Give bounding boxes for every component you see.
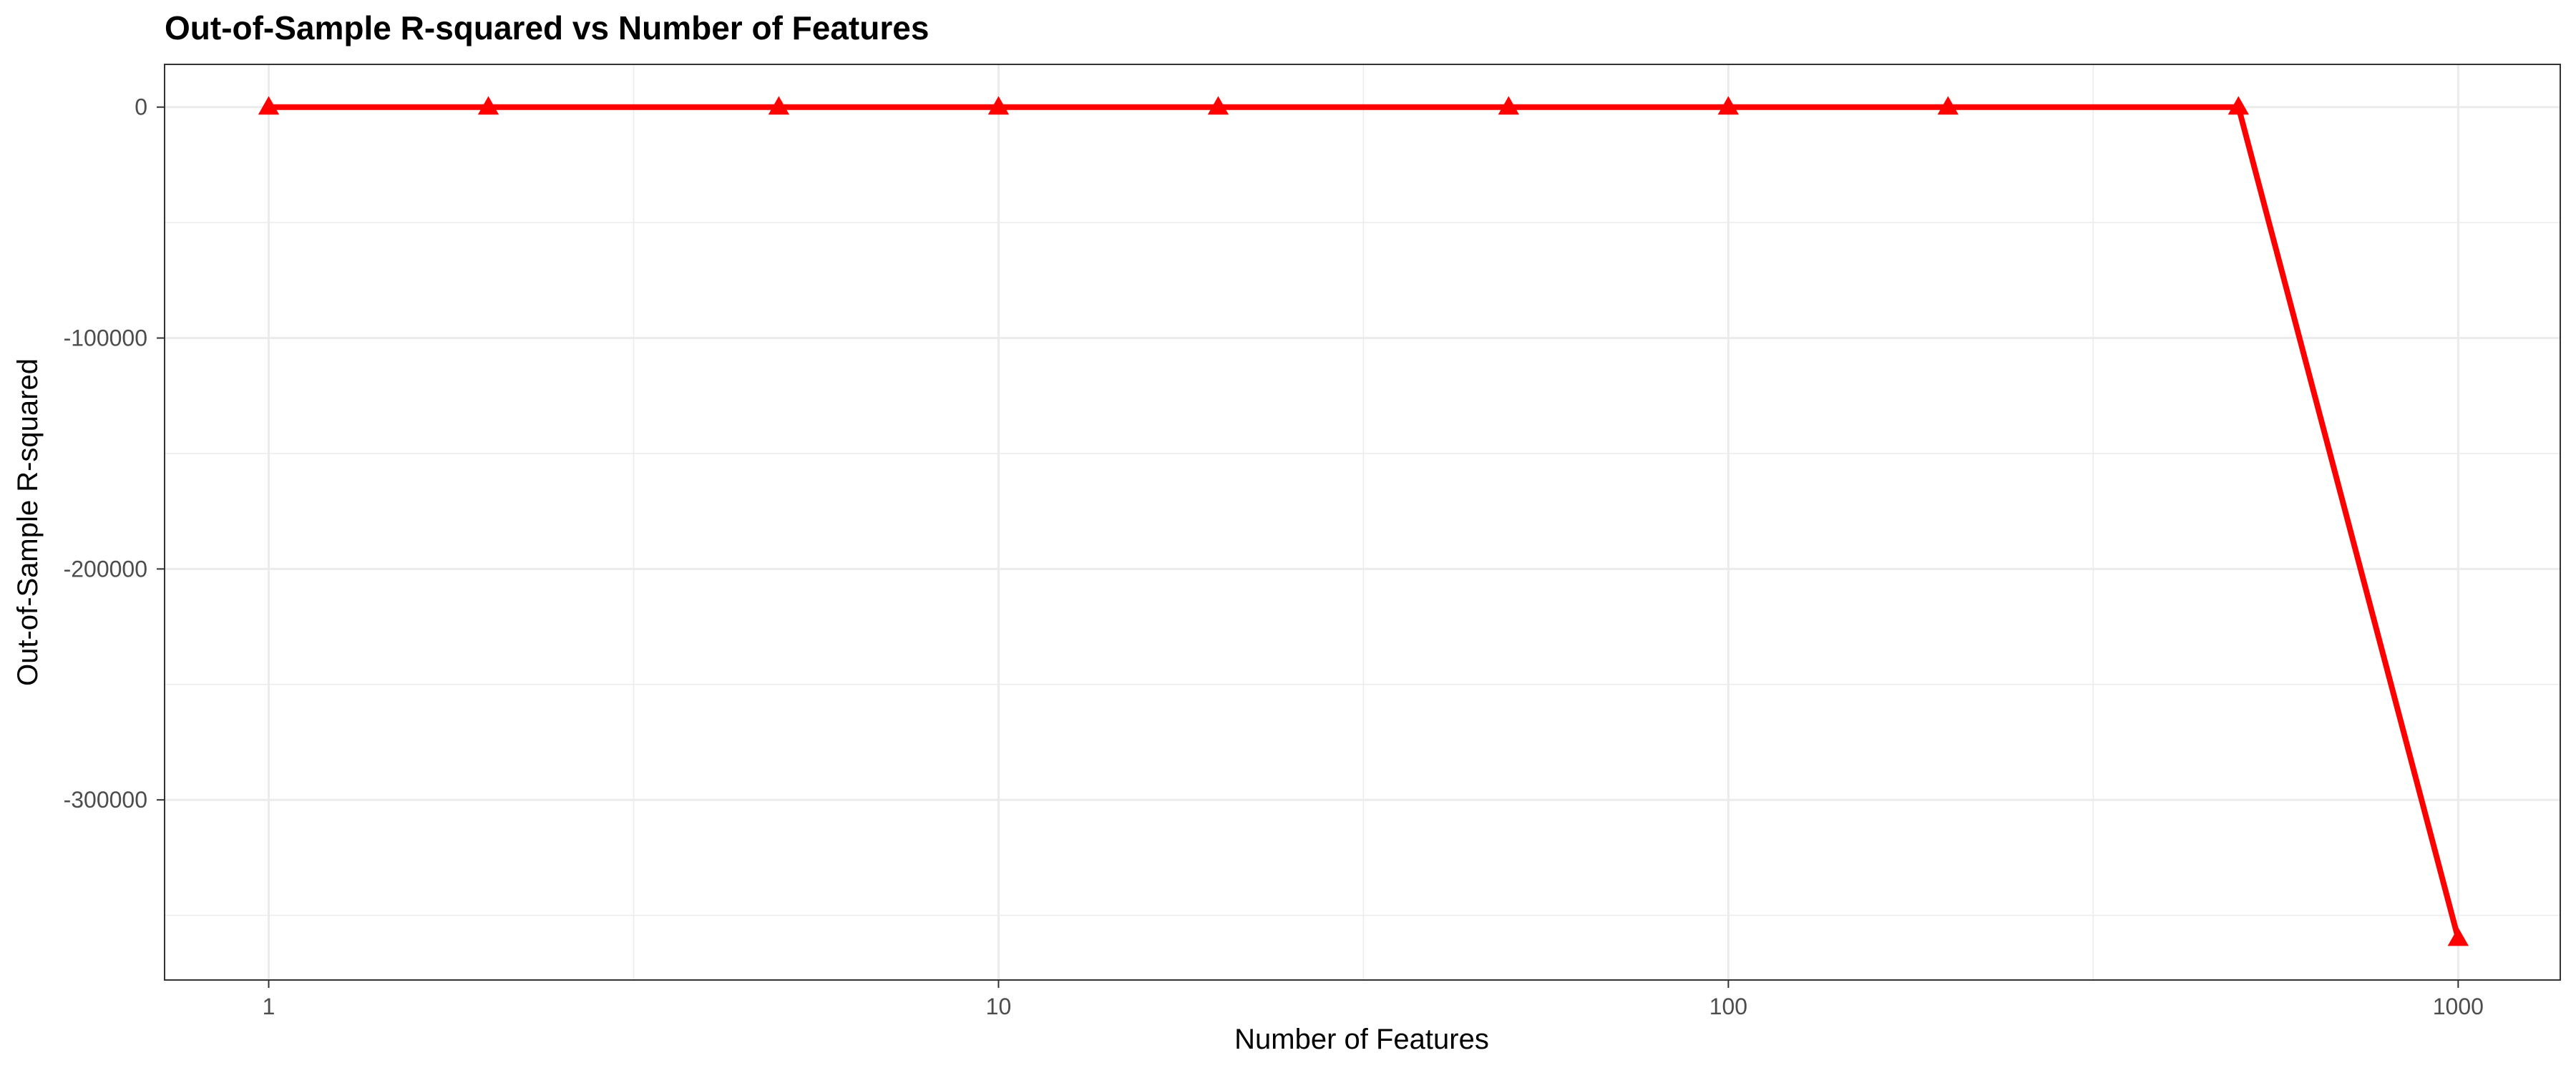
x-tick-label: 100 (1709, 994, 1747, 1019)
data-point-marker (2228, 96, 2249, 115)
y-tick-label: -100000 (64, 325, 147, 351)
data-point-marker (768, 96, 790, 115)
panel-background (165, 64, 2560, 980)
chart-title: Out-of-Sample R-squared vs Number of Fea… (165, 9, 929, 46)
y-axis-title: Out-of-Sample R-squared (12, 358, 44, 686)
x-axis-title: Number of Features (1234, 1024, 1489, 1055)
y-tick-label: 0 (135, 94, 147, 120)
x-tick-label: 1000 (2433, 994, 2484, 1019)
data-point-marker (1937, 96, 1959, 115)
data-point-marker (987, 96, 1010, 115)
data-point-marker (1498, 96, 1520, 115)
y-tick-label: -300000 (64, 787, 147, 813)
data-point-marker (1207, 96, 1229, 115)
data-point-marker (2447, 927, 2469, 946)
plot-area: 1 10 100 1000 0 -100000 -200000 -300000 (64, 64, 2561, 1019)
x-tick-label: 1 (263, 994, 275, 1019)
series-line (268, 104, 2462, 939)
y-tick-label: -200000 (64, 556, 147, 582)
panel-border (164, 64, 2561, 981)
x-tick-label: 10 (986, 994, 1012, 1019)
data-point-marker (477, 96, 499, 115)
data-point-marker (258, 96, 280, 115)
data-point-marker (1717, 96, 1740, 115)
